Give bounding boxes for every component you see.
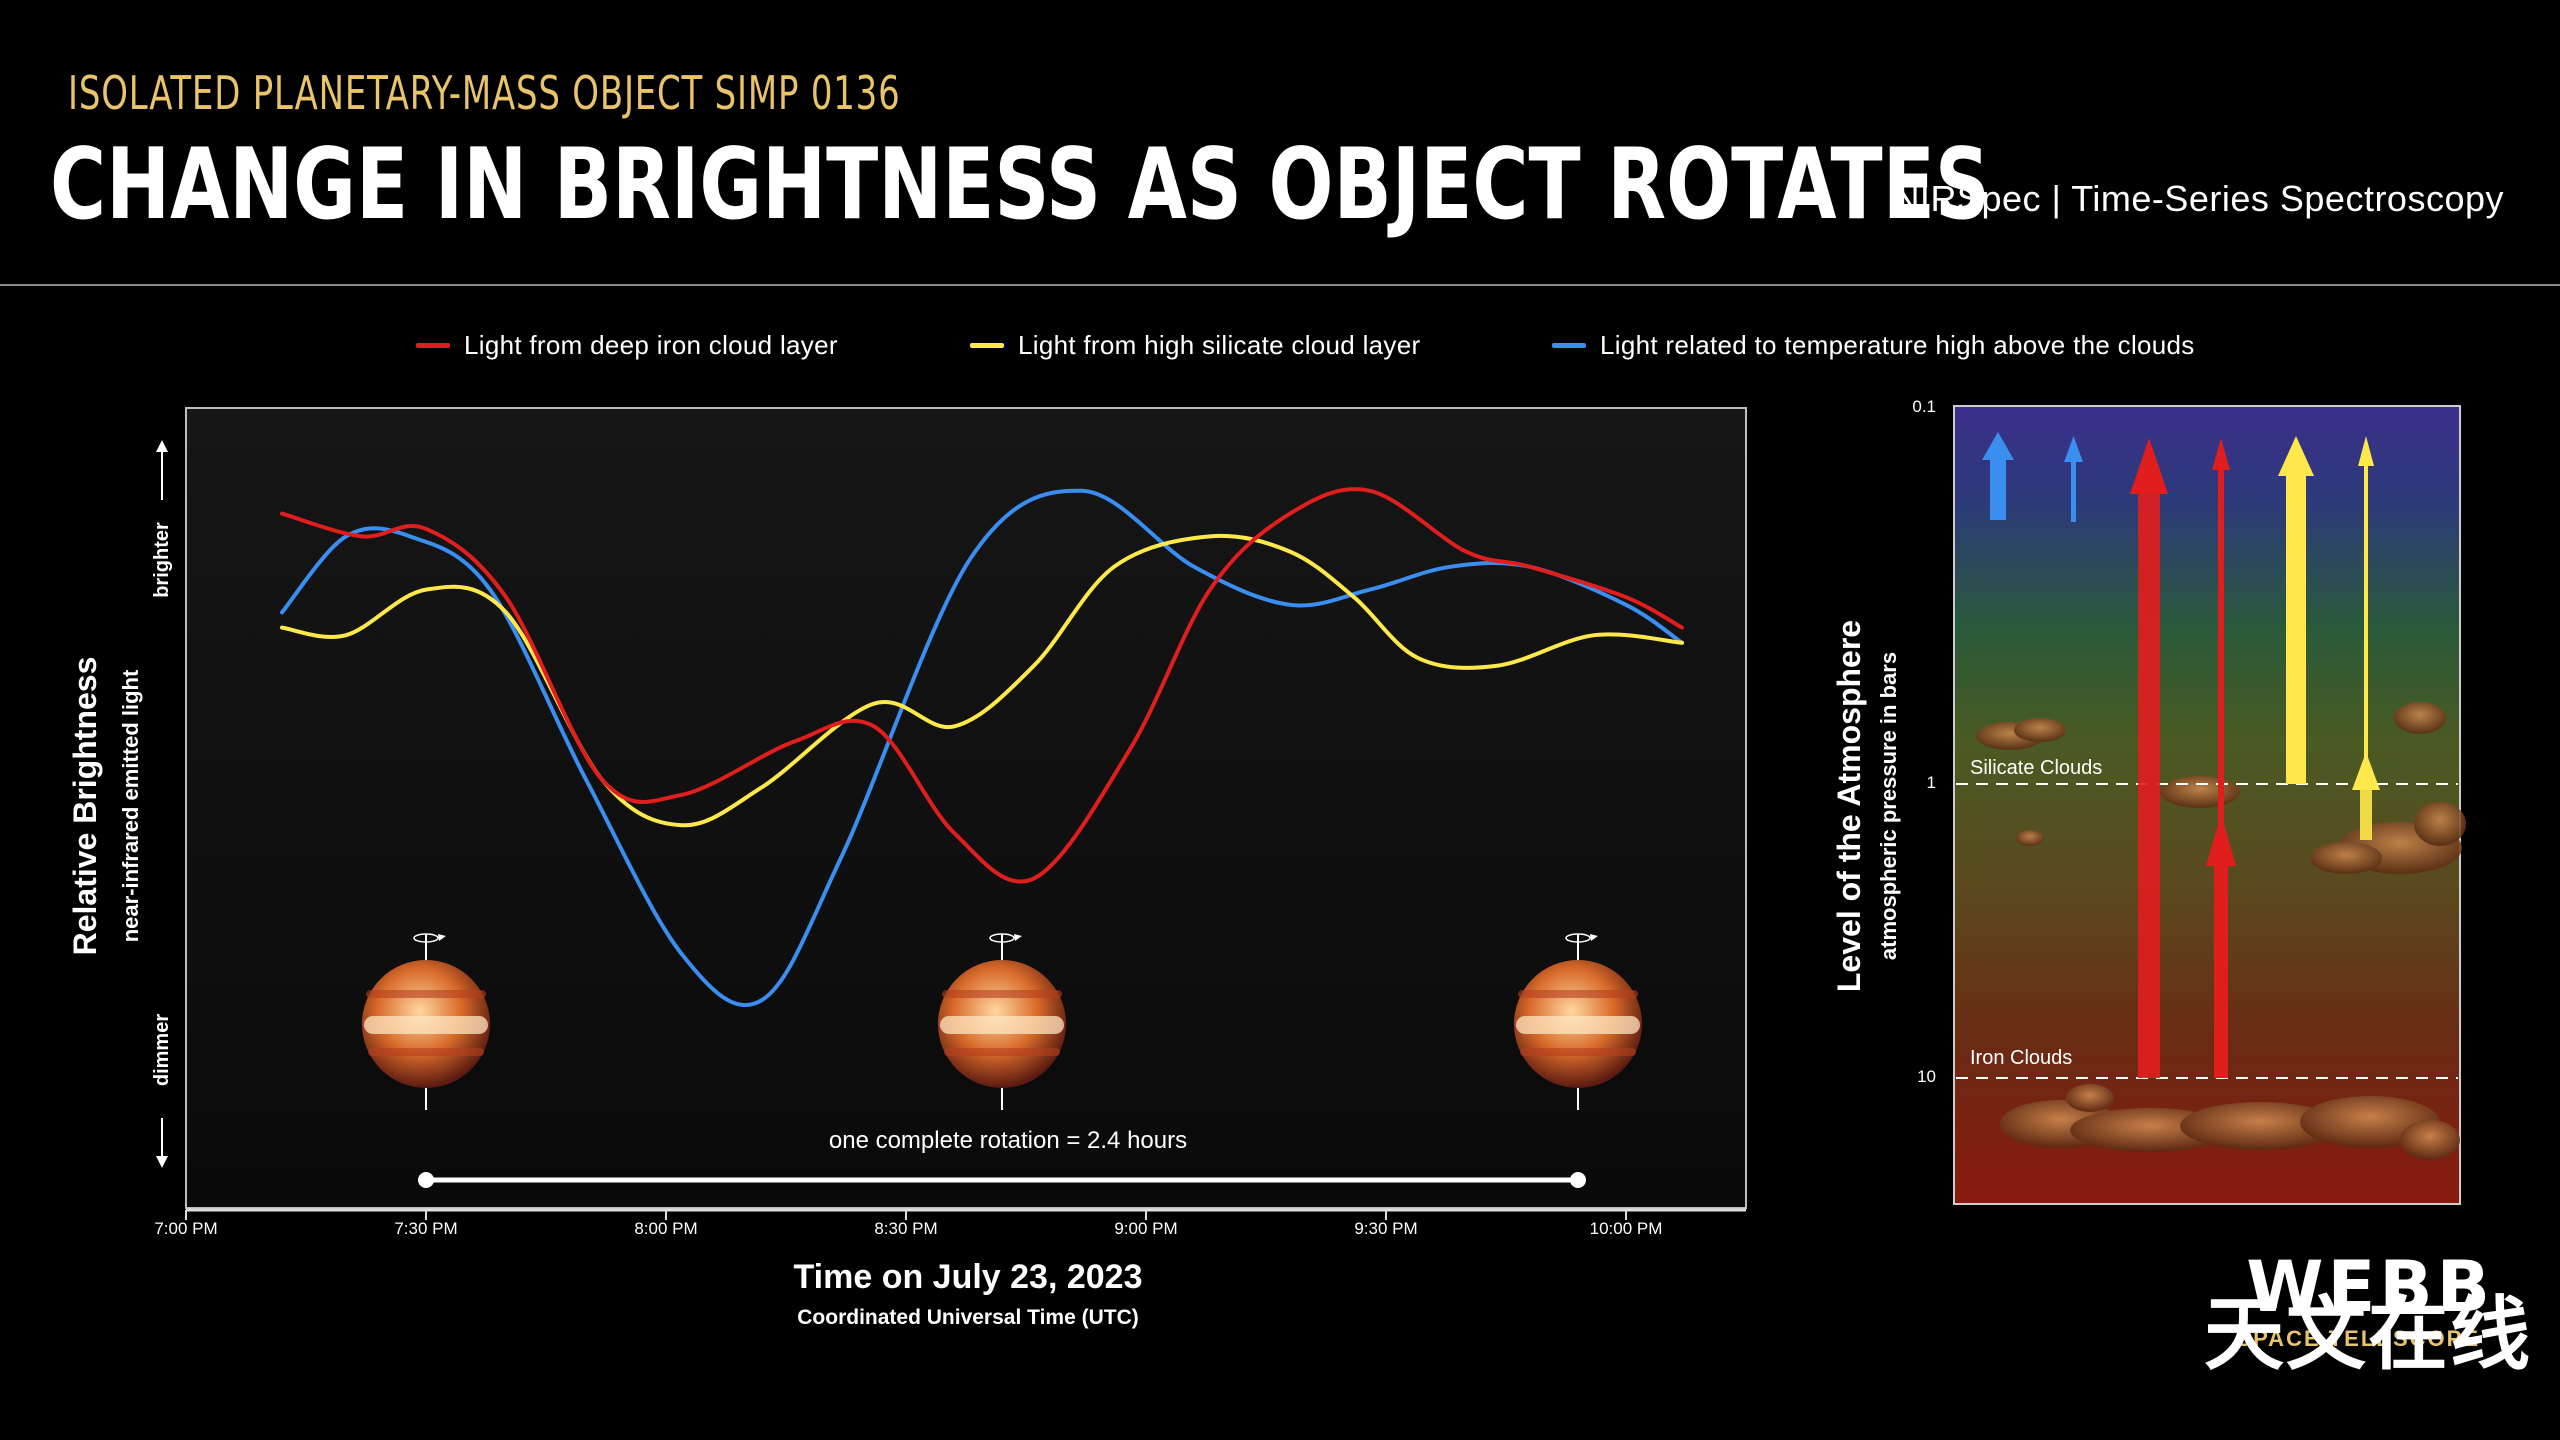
x-tick-label: 9:30 PM	[1354, 1219, 1417, 1238]
series-line-temperature	[280, 488, 1684, 1008]
silicate-clouds-label: Silicate Clouds	[1970, 757, 2102, 779]
watermark: 天文在线	[2204, 1288, 2532, 1381]
blue-arrow-thick	[1982, 432, 2014, 520]
dimmer-arrow-head	[156, 1156, 168, 1168]
planet-3	[1514, 933, 1642, 1110]
atmo-tick-10: 10	[1917, 1067, 1936, 1086]
legend-swatch-red	[416, 343, 450, 348]
legend-swatch-blue	[1552, 343, 1586, 348]
webb-logo: WEBB	[2246, 1246, 2494, 1328]
atmo-tick-1: 1	[1927, 773, 1936, 792]
y-top-label: brighter	[151, 522, 173, 598]
x-tick-label: 7:00 PM	[154, 1219, 217, 1238]
x-axis-subtitle: Coordinated Universal Time (UTC)	[797, 1306, 1139, 1329]
legend-label: Light from deep iron cloud layer	[464, 330, 838, 360]
legend-item-temperature: Light related to temperature high above …	[1552, 330, 2195, 361]
planets	[362, 933, 1642, 1110]
yellow-arrow-thick	[2278, 436, 2314, 784]
series-lines	[280, 487, 1684, 1008]
legend-label: Light from high silicate cloud layer	[1018, 330, 1421, 360]
webb-logo-sub: SPACE TELESCOPE	[2236, 1326, 2480, 1351]
yellow-arrow-thin	[2352, 436, 2380, 840]
iron-clouds-label: Iron Clouds	[1970, 1047, 2072, 1069]
brighter-arrow-head	[156, 440, 168, 452]
atmo-tick-0.1: 0.1	[1912, 397, 1936, 416]
x-tick-label: 9:00 PM	[1114, 1219, 1177, 1238]
legend-swatch-yellow	[970, 343, 1004, 348]
instrument-label: NIRSpec | Time-Series Spectroscopy	[1893, 178, 2504, 219]
header-divider	[0, 284, 2560, 286]
planet-1	[362, 933, 490, 1110]
y-axis-label: Relative Brightness	[67, 657, 103, 956]
x-tick-label: 10:00 PM	[1590, 1219, 1663, 1238]
x-tick-label: 8:00 PM	[634, 1219, 697, 1238]
legend-label: Light related to temperature high above …	[1600, 330, 2195, 360]
x-axis-title: Time on July 23, 2023	[794, 1258, 1143, 1296]
series-line-iron	[280, 487, 1684, 884]
legend-item-iron: Light from deep iron cloud layer	[416, 330, 838, 361]
red-arrow-thin	[2206, 438, 2236, 1078]
page-title: CHANGE IN BRIGHTNESS AS OBJECT ROTATES	[50, 128, 1990, 242]
rotation-span-start	[418, 1172, 434, 1188]
planet-2	[938, 933, 1066, 1110]
series-line-silicate	[280, 533, 1684, 828]
iron-cloud-shapes	[2000, 1084, 2460, 1160]
rotation-annotation: one complete rotation = 2.4 hours	[829, 1127, 1187, 1154]
x-ticks: 7:00 PM 7:30 PM 8:00 PM 8:30 PM 9:00 PM 9:30 …	[154, 1210, 1662, 1238]
legend: Light from deep iron cloud layer Light f…	[0, 330, 2560, 370]
chart-subtitle-object: ISOLATED PLANETARY-MASS OBJECT SIMP 0136	[68, 66, 901, 120]
atmo-y-label: Level of the Atmosphere	[1831, 620, 1867, 992]
x-tick-label: 7:30 PM	[394, 1219, 457, 1238]
atmo-y-sublabel: atmospheric pressure in bars	[1876, 652, 1901, 960]
x-tick-label: 8:30 PM	[874, 1219, 937, 1238]
blue-arrow-thin	[2064, 436, 2083, 522]
red-arrow-thick	[2130, 438, 2168, 1078]
rotation-span-end	[1570, 1172, 1586, 1188]
y-bottom-label: dimmer	[151, 1014, 173, 1086]
legend-item-silicate: Light from high silicate cloud layer	[970, 330, 1420, 361]
y-axis-sublabel: near-infrared emitted light	[118, 669, 143, 942]
